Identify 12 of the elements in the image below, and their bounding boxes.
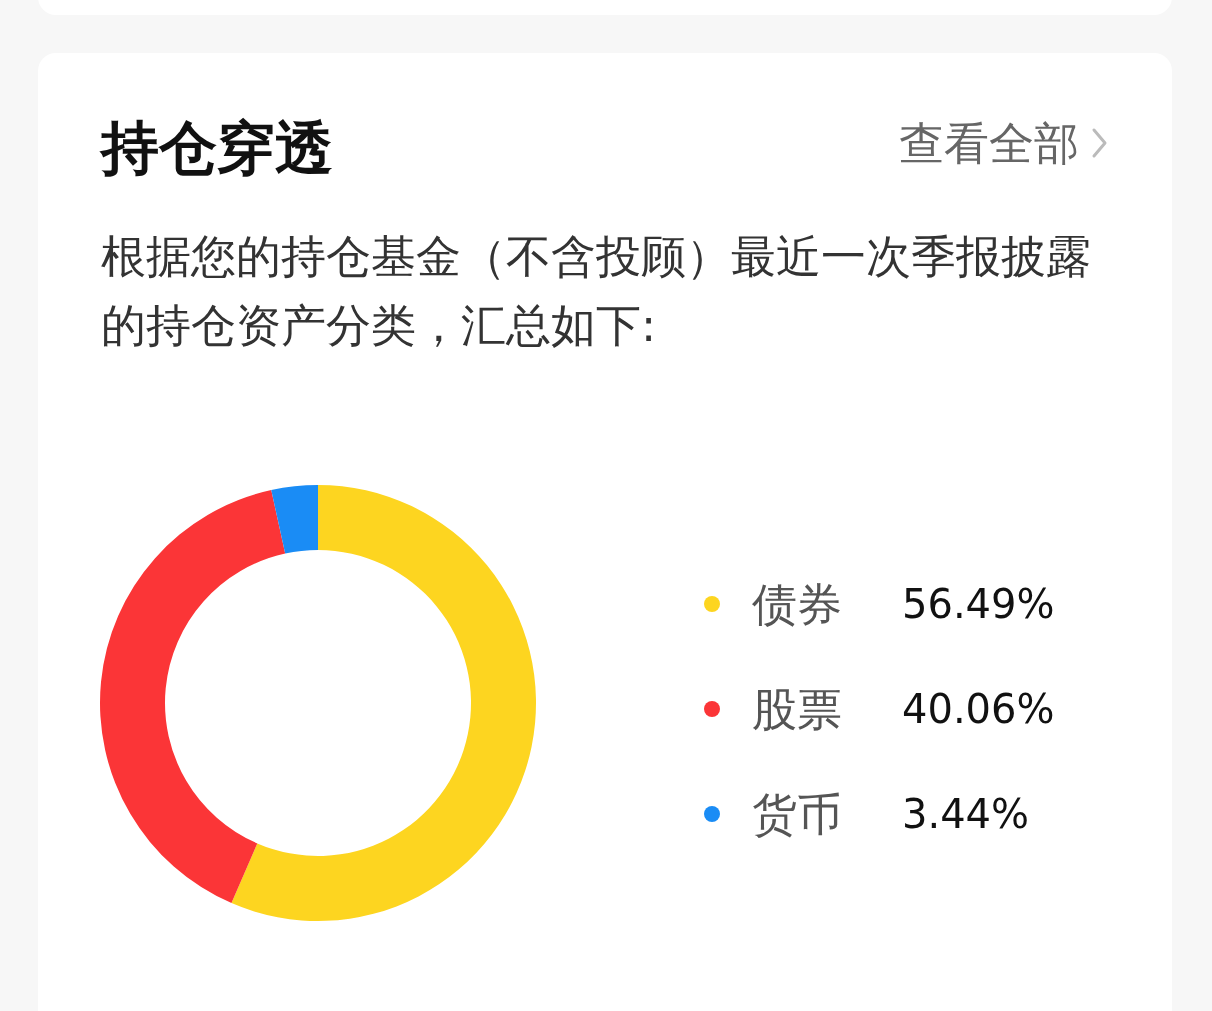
data-label: 40.06% — [902, 686, 1055, 732]
data-label: 3.44% — [902, 791, 1030, 837]
donut-slice — [100, 490, 286, 904]
legend-label: 股票 — [752, 683, 842, 736]
chart-subtitle: 根据您的持仓基金（不含投顾）最近一次季报披露的持仓资产分类，汇总如下: — [101, 230, 1091, 352]
chart-title: 持仓穿透 — [99, 114, 333, 182]
donut-slice — [231, 485, 536, 921]
donut-slice — [271, 485, 318, 554]
data-label: 56.49% — [902, 581, 1055, 627]
legend-label: 债券 — [752, 578, 842, 631]
legend-label: 货币 — [752, 788, 842, 841]
text: 查看全部 — [899, 117, 1079, 170]
